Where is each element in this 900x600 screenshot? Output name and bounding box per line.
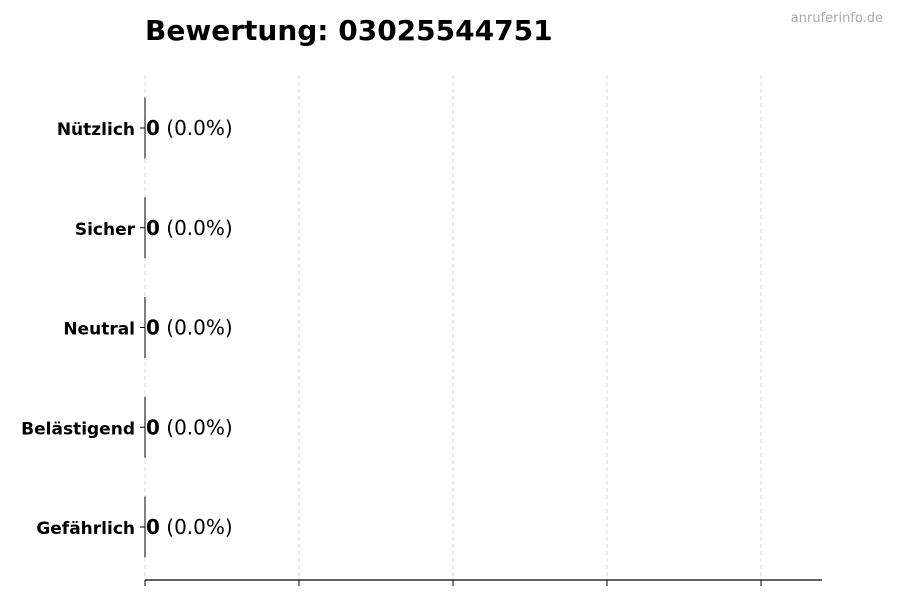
data-label: 0 (0.0%) [146, 316, 233, 340]
percent-label: (0.0%) [160, 415, 233, 439]
value-label: 0 [146, 515, 160, 539]
chart-title: Bewertung: 03025544751 [145, 14, 553, 47]
percent-label: (0.0%) [160, 316, 233, 340]
watermark: anruferinfo.de [791, 11, 883, 26]
category-label: Neutral [63, 320, 135, 340]
value-label: 0 [146, 216, 160, 240]
data-label: 0 (0.0%) [146, 116, 233, 140]
data-label: 0 (0.0%) [146, 415, 233, 439]
category-label: Sicher [75, 220, 136, 240]
data-label: 0 (0.0%) [146, 515, 233, 539]
percent-label: (0.0%) [160, 116, 233, 140]
category-label: Belästigend [21, 419, 135, 439]
category-label: Nützlich [57, 120, 135, 140]
percent-label: (0.0%) [160, 515, 233, 539]
value-label: 0 [146, 316, 160, 340]
value-label: 0 [146, 415, 160, 439]
category-label: Gefährlich [36, 519, 135, 539]
value-label: 0 [146, 116, 160, 140]
percent-label: (0.0%) [160, 216, 233, 240]
data-label: 0 (0.0%) [146, 216, 233, 240]
